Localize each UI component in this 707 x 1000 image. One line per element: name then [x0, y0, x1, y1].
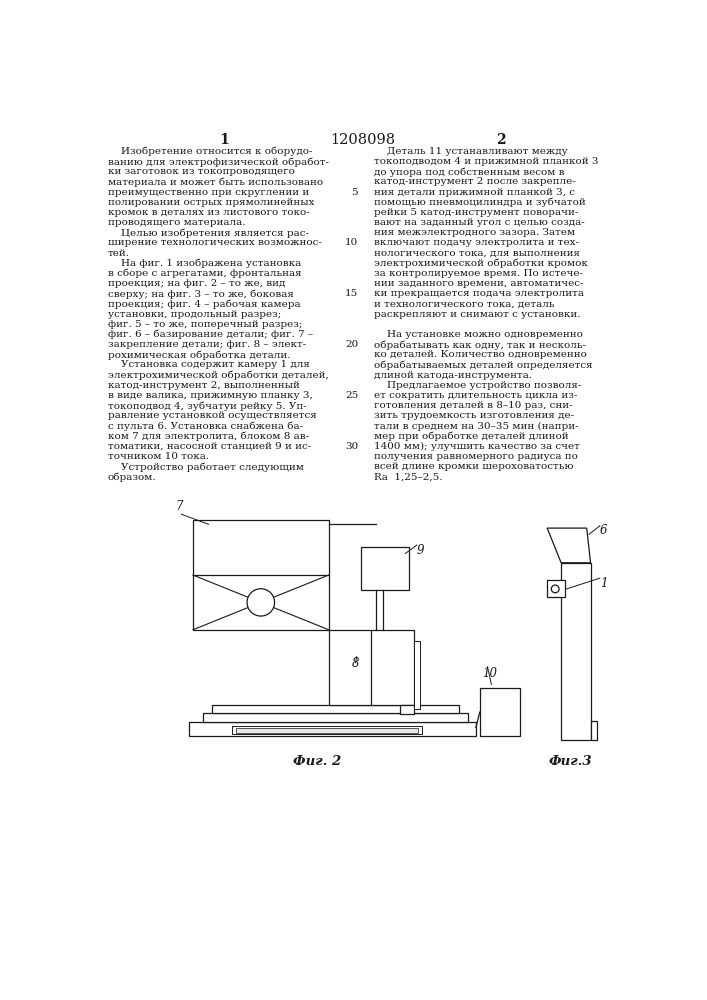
Text: фиг. 5 – то же, поперечный разрез;: фиг. 5 – то же, поперечный разрез; — [107, 320, 302, 329]
Text: полировании острых прямолинейных: полировании острых прямолинейных — [107, 198, 314, 207]
Text: в сборе с агрегатами, фронтальная: в сборе с агрегатами, фронтальная — [107, 269, 301, 278]
Text: обрабатываемых деталей определяется: обрабатываемых деталей определяется — [373, 360, 592, 370]
Bar — [414, 641, 420, 709]
Text: 25: 25 — [345, 391, 358, 400]
Polygon shape — [547, 528, 590, 563]
Text: готовления деталей в 8–10 раз, сни-: готовления деталей в 8–10 раз, сни- — [373, 401, 572, 410]
Text: ванию для электрофизической обработ-: ванию для электрофизической обработ- — [107, 157, 329, 167]
Text: в виде валика, прижимную планку 3,: в виде валика, прижимную планку 3, — [107, 391, 312, 400]
Text: катод-инструмент 2 после закрепле-: катод-инструмент 2 после закрепле- — [373, 177, 575, 186]
Text: ет сократить длительность цикла из-: ет сократить длительность цикла из- — [373, 391, 577, 400]
Text: 7: 7 — [175, 500, 182, 513]
Text: На установке можно одновременно: На установке можно одновременно — [373, 330, 583, 339]
Text: всей длине кромки шероховатостью: всей длине кромки шероховатостью — [373, 462, 573, 471]
Text: мер при обработке деталей длиной: мер при обработке деталей длиной — [373, 432, 568, 441]
Bar — [232, 726, 421, 734]
Text: фиг. 6 – базирование детали; фиг. 7 –: фиг. 6 – базирование детали; фиг. 7 – — [107, 330, 313, 339]
Text: токоподводом 4 и прижимной планкой 3: токоподводом 4 и прижимной планкой 3 — [373, 157, 598, 166]
Text: нологического тока, для выполнения: нологического тока, для выполнения — [373, 249, 580, 258]
Text: Rа  1,25–2,5.: Rа 1,25–2,5. — [373, 472, 442, 481]
Text: 20: 20 — [345, 340, 358, 349]
Text: электрохимической обработки деталей,: электрохимической обработки деталей, — [107, 371, 329, 380]
Text: проводящего материала.: проводящего материала. — [107, 218, 245, 227]
Bar — [400, 705, 414, 714]
Bar — [361, 547, 409, 590]
Text: проекция; фиг. 4 – рабочая камера: проекция; фиг. 4 – рабочая камера — [107, 299, 300, 309]
Text: 6: 6 — [600, 524, 607, 537]
Text: вают на заданный угол с целью созда-: вают на заданный угол с целью созда- — [373, 218, 584, 227]
Text: и технологического тока, деталь: и технологического тока, деталь — [373, 299, 554, 308]
Text: сверху; на фиг. 3 – то же, боковая: сверху; на фиг. 3 – то же, боковая — [107, 289, 293, 299]
Text: тей.: тей. — [107, 249, 130, 258]
Text: Предлагаемое устройство позволя-: Предлагаемое устройство позволя- — [373, 381, 581, 390]
Text: катод-инструмент 2, выполненный: катод-инструмент 2, выполненный — [107, 381, 300, 390]
Text: ния межэлектродного зазора. Затем: ния межэлектродного зазора. Затем — [373, 228, 575, 237]
Text: 1400 мм); улучшить качество за счет: 1400 мм); улучшить качество за счет — [373, 442, 580, 451]
Text: рохимическая обработка детали.: рохимическая обработка детали. — [107, 350, 291, 360]
Text: ширение технологических возможнос-: ширение технологических возможнос- — [107, 238, 322, 247]
Text: до упора под собственным весом в: до упора под собственным весом в — [373, 167, 564, 177]
Text: кромок в деталях из листового токо-: кромок в деталях из листового токо- — [107, 208, 310, 217]
Text: тали в среднем на 30–35 мин (напри-: тали в среднем на 30–35 мин (напри- — [373, 421, 578, 431]
Text: помощью пневмоцилиндра и зубчатой: помощью пневмоцилиндра и зубчатой — [373, 198, 585, 207]
Text: зить трудоемкость изготовления де-: зить трудоемкость изготовления де- — [373, 411, 573, 420]
Text: 1208098: 1208098 — [329, 133, 395, 147]
Text: 15: 15 — [345, 289, 358, 298]
Bar — [193, 520, 329, 630]
Bar — [189, 722, 476, 736]
Text: Фиг. 2: Фиг. 2 — [293, 755, 341, 768]
Text: с пульта 6. Установка снабжена ба-: с пульта 6. Установка снабжена ба- — [107, 421, 303, 431]
Bar — [329, 630, 414, 705]
Text: Установка содержит камеру 1 для: Установка содержит камеру 1 для — [107, 360, 310, 369]
Text: проекция; на фиг. 2 – то же, вид: проекция; на фиг. 2 – то же, вид — [107, 279, 285, 288]
Text: Изобретение относится к оборудо-: Изобретение относится к оборудо- — [107, 147, 312, 156]
Text: 1: 1 — [600, 577, 607, 590]
Text: Деталь 11 устанавливают между: Деталь 11 устанавливают между — [373, 147, 567, 156]
Text: включают подачу электролита и тех-: включают подачу электролита и тех- — [373, 238, 578, 247]
Text: 30: 30 — [345, 442, 358, 451]
Text: раскрепляют и снимают с установки.: раскрепляют и снимают с установки. — [373, 310, 580, 319]
Text: точником 10 тока.: точником 10 тока. — [107, 452, 209, 461]
Text: ки заготовок из токопроводящего: ки заготовок из токопроводящего — [107, 167, 295, 176]
Bar — [547, 580, 565, 597]
Text: длиной катода-инструмента.: длиной катода-инструмента. — [373, 371, 532, 380]
Text: электрохимической обработки кромок: электрохимической обработки кромок — [373, 259, 588, 268]
Text: за контролируемое время. По истече-: за контролируемое время. По истече- — [373, 269, 583, 278]
Text: материала и может быть использовано: материала и может быть использовано — [107, 177, 323, 187]
Text: получения равномерного радиуса по: получения равномерного радиуса по — [373, 452, 578, 461]
Text: Фиг.3: Фиг.3 — [549, 755, 592, 768]
Text: 10: 10 — [345, 238, 358, 247]
Bar — [561, 563, 590, 740]
Text: токоподвод 4, зубчатуи рейку 5. Уп-: токоподвод 4, зубчатуи рейку 5. Уп- — [107, 401, 307, 411]
Text: 9: 9 — [417, 544, 424, 556]
Text: 10: 10 — [482, 667, 497, 680]
Text: 8: 8 — [352, 657, 359, 670]
Text: Устройство работает следующим: Устройство работает следующим — [107, 462, 303, 472]
Circle shape — [247, 589, 274, 616]
Text: ния детали прижимной планкой 3, с: ния детали прижимной планкой 3, с — [373, 188, 575, 197]
Text: равление установкой осуществляется: равление установкой осуществляется — [107, 411, 317, 420]
Text: нии заданного времени, автоматичес-: нии заданного времени, автоматичес- — [373, 279, 583, 288]
Bar — [590, 721, 597, 740]
Text: На фиг. 1 изображена установка: На фиг. 1 изображена установка — [107, 259, 301, 268]
Text: томатики, насосной станцией 9 и ис-: томатики, насосной станцией 9 и ис- — [107, 442, 311, 451]
Text: преимущественно при скруглении и: преимущественно при скруглении и — [107, 188, 309, 197]
Text: рейки 5 катод-инструмент поворачи-: рейки 5 катод-инструмент поворачи- — [373, 208, 578, 217]
Text: ки прекращается подача электролита: ки прекращается подача электролита — [373, 289, 583, 298]
Text: ком 7 для электролита, блоком 8 ав-: ком 7 для электролита, блоком 8 ав- — [107, 432, 309, 441]
Bar — [235, 728, 418, 733]
Circle shape — [551, 585, 559, 593]
Text: закрепление детали; фиг. 8 – элект-: закрепление детали; фиг. 8 – элект- — [107, 340, 306, 349]
Text: ко деталей. Количество одновременно: ко деталей. Количество одновременно — [373, 350, 586, 359]
Bar — [203, 713, 468, 722]
Text: установки, продольный разрез;: установки, продольный разрез; — [107, 310, 281, 319]
Text: 2: 2 — [496, 133, 506, 147]
Bar — [212, 705, 459, 713]
Text: образом.: образом. — [107, 472, 156, 482]
Text: Целью изобретения является рас-: Целью изобретения является рас- — [107, 228, 309, 238]
Text: обрабатывать как одну, так и несколь-: обрабатывать как одну, так и несколь- — [373, 340, 585, 350]
Bar — [480, 688, 520, 736]
Text: 5: 5 — [351, 188, 358, 197]
Text: 1: 1 — [219, 133, 229, 147]
